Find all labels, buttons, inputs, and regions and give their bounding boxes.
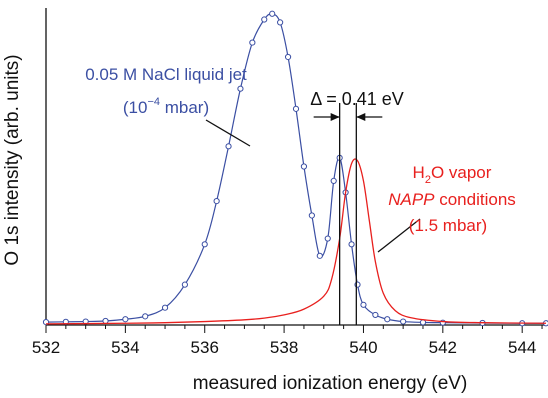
data-point xyxy=(277,19,284,26)
vapor-label-line3: (1.5 mbar) xyxy=(409,216,487,235)
data-point xyxy=(142,313,149,320)
x-tick-label: 542 xyxy=(429,338,457,357)
data-point xyxy=(400,318,407,325)
x-tick-label: 532 xyxy=(32,338,60,357)
data-point xyxy=(249,39,256,46)
data-point xyxy=(372,311,379,319)
data-point xyxy=(161,304,169,311)
y-axis-label: O 1s intensity (arb. units) xyxy=(2,54,23,265)
data-point xyxy=(213,197,220,205)
data-point xyxy=(261,16,268,23)
vapor-label-line1: H2O vapor xyxy=(413,163,492,186)
jet-leader-line xyxy=(205,119,251,147)
data-point xyxy=(330,177,337,185)
series-line xyxy=(45,158,547,325)
data-point xyxy=(324,235,331,242)
delta-arrow-right-head xyxy=(356,113,366,121)
x-tick-label: 540 xyxy=(349,338,377,357)
x-tick-label: 534 xyxy=(111,338,139,357)
data-point xyxy=(316,252,323,259)
x-tick-label: 544 xyxy=(508,338,536,357)
data-point xyxy=(360,301,367,308)
data-point xyxy=(348,241,355,248)
data-point xyxy=(181,281,188,288)
data-point xyxy=(269,10,276,17)
x-tick-label: 538 xyxy=(270,338,298,357)
data-point xyxy=(225,143,232,150)
x-tick-label: 536 xyxy=(191,338,219,357)
jet-label-line2: (10−4 mbar) xyxy=(123,96,209,117)
x-axis-label: measured ionization energy (eV) xyxy=(193,373,468,394)
data-point xyxy=(308,212,315,219)
delta-arrow-left-head xyxy=(330,113,340,121)
vapor-leader-line xyxy=(377,218,421,253)
data-point xyxy=(201,241,208,248)
jet-label-line1: 0.05 M NaCl liquid jet xyxy=(85,65,247,84)
delta-label: Δ = 0.41 eV xyxy=(310,89,404,109)
vapor-label-line2: NAPP conditions xyxy=(388,190,516,209)
data-point xyxy=(284,53,292,61)
data-point xyxy=(300,163,308,170)
data-point xyxy=(237,85,244,92)
data-point xyxy=(292,105,300,112)
data-point xyxy=(122,316,129,323)
data-point xyxy=(384,316,391,323)
